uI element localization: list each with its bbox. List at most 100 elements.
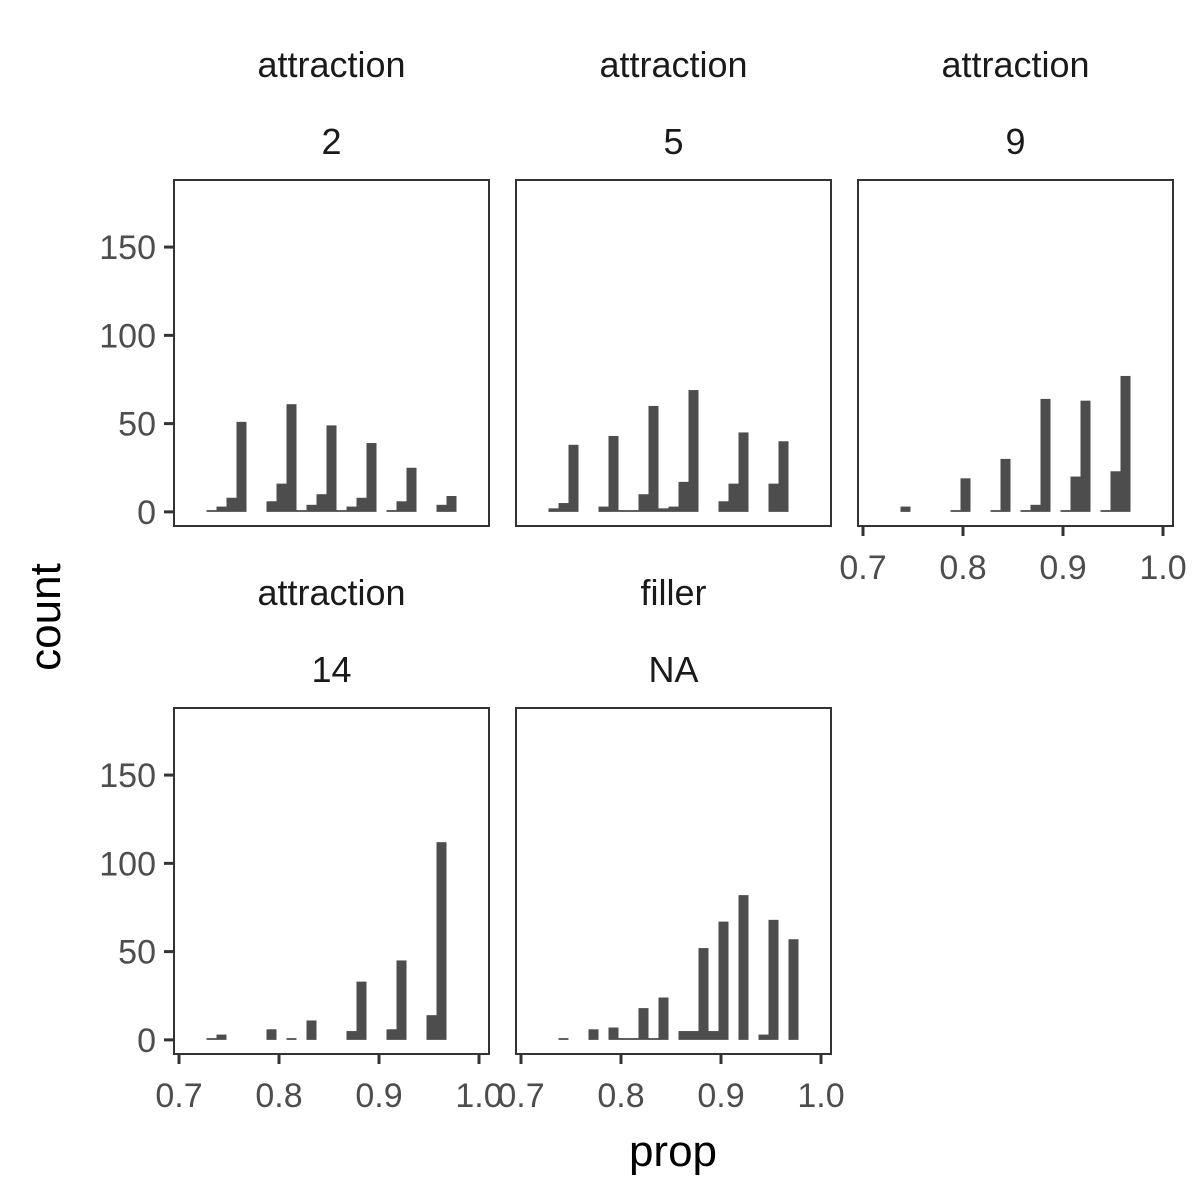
histogram-bar — [1110, 471, 1121, 512]
histogram-bar — [718, 501, 729, 512]
histogram-bar — [436, 842, 447, 1040]
histogram-bar — [356, 981, 367, 1040]
facet-strip-label: 2 — [321, 121, 341, 162]
facet-panel: attraction 9 0.7 0.8 0.9 1.0 — [839, 44, 1186, 587]
histogram-bar — [1060, 510, 1071, 512]
histogram-bar — [396, 501, 407, 512]
histogram-bar — [658, 508, 669, 512]
histogram-bar — [236, 421, 247, 512]
histogram-bar — [738, 895, 749, 1040]
histogram-bar — [1120, 375, 1131, 512]
histogram-bar — [598, 506, 609, 512]
x-tick-label: 0.9 — [1039, 549, 1086, 587]
histogram-bar — [628, 510, 639, 512]
histogram-bar — [558, 1038, 569, 1040]
histogram-bar — [286, 404, 297, 512]
y-tick-label: 50 — [118, 406, 156, 444]
y-tick-label: 150 — [99, 229, 156, 267]
facet-panel: attraction 2 0 50 100 150 — [99, 44, 490, 532]
histogram-bar — [386, 1029, 397, 1040]
histogram-bar — [648, 405, 659, 512]
histogram-bar — [778, 441, 789, 512]
histogram-bar — [226, 497, 237, 512]
x-tick-label: 0.7 — [155, 1077, 202, 1115]
y-tick-label: 100 — [99, 845, 156, 883]
histogram-bar — [728, 483, 739, 512]
facet-panels: attraction2050100150attraction5attractio… — [99, 44, 1186, 1115]
x-tick-label: 0.8 — [597, 1077, 644, 1115]
histogram-bar — [306, 504, 317, 512]
y-tick-label: 0 — [137, 1022, 156, 1060]
facet-panel: filler NA 0.7 0.8 0.9 1.0 — [497, 572, 844, 1115]
histogram-bar — [628, 1038, 639, 1040]
histogram-bar — [638, 1008, 649, 1040]
histogram-bar — [326, 425, 337, 512]
histogram-bar — [306, 1020, 317, 1040]
histogram-bar — [608, 435, 619, 512]
histogram-bar — [718, 921, 729, 1040]
x-tick-label: 0.8 — [939, 549, 986, 587]
histogram-bar — [1020, 510, 1031, 512]
histogram-bar — [216, 506, 227, 512]
histogram-bar — [296, 510, 307, 512]
x-tick-label: 0.9 — [355, 1077, 402, 1115]
histogram-bar — [558, 503, 569, 512]
histogram-bar — [678, 481, 689, 512]
facet-strip-label: 5 — [663, 121, 683, 162]
facet-strip-label: attraction — [941, 44, 1089, 85]
histogram-bar — [1000, 458, 1011, 512]
y-tick-label: 150 — [99, 757, 156, 795]
histogram-bar — [618, 1038, 629, 1040]
histogram-bar — [316, 494, 327, 512]
histogram-bar — [436, 504, 447, 512]
histogram-bar — [698, 948, 709, 1040]
facet-panel: attraction 5 — [515, 44, 832, 527]
histogram-bar — [788, 939, 799, 1040]
histogram-bar — [366, 443, 377, 512]
histogram-bar — [678, 1031, 689, 1040]
histogram-bar — [950, 510, 961, 512]
histogram-bar — [206, 510, 217, 512]
histogram-bar — [1070, 476, 1081, 512]
histogram-bar — [658, 997, 669, 1040]
histogram-bar — [1030, 504, 1041, 512]
histogram-bar — [738, 432, 749, 512]
histogram-bar — [638, 494, 649, 512]
x-tick-label: 1.0 — [1139, 549, 1186, 587]
histogram-bar — [446, 495, 457, 512]
histogram-bar — [708, 1031, 719, 1040]
histogram-bar — [426, 1015, 437, 1040]
facet-strip-label: attraction — [257, 44, 405, 85]
histogram-bar — [1080, 400, 1091, 512]
facet-strip-label: attraction — [599, 44, 747, 85]
histogram-bar — [548, 508, 559, 512]
histogram-bar — [266, 501, 277, 512]
x-axis-title: prop — [629, 1127, 717, 1176]
facet-strip-label: 9 — [1005, 121, 1025, 162]
facet-strip-label: filler — [640, 572, 706, 613]
histogram-bar — [990, 510, 1001, 512]
histogram-bar — [1040, 398, 1051, 512]
histogram-bar — [588, 1029, 599, 1040]
histogram-bar — [768, 483, 779, 512]
x-tick-label: 0.9 — [697, 1077, 744, 1115]
histogram-bar — [648, 1038, 659, 1040]
histogram-bar — [396, 960, 407, 1040]
histogram-bar — [758, 1034, 769, 1040]
histogram-bar — [216, 1034, 227, 1040]
y-tick-label: 50 — [118, 934, 156, 972]
histogram-bar — [688, 390, 699, 512]
histogram-bar — [406, 467, 417, 512]
histogram-bar — [900, 506, 911, 512]
facet-strip-label: attraction — [257, 572, 405, 613]
y-tick-label: 100 — [99, 317, 156, 355]
histogram-bar — [266, 1029, 277, 1040]
x-tick-label: 0.7 — [497, 1077, 544, 1115]
histogram-bar — [386, 510, 397, 512]
histogram-bar — [568, 444, 579, 512]
histogram-bar — [346, 506, 357, 512]
histogram-bar — [618, 510, 629, 512]
histogram-bar — [688, 1031, 699, 1040]
histogram-bar — [286, 1038, 297, 1040]
